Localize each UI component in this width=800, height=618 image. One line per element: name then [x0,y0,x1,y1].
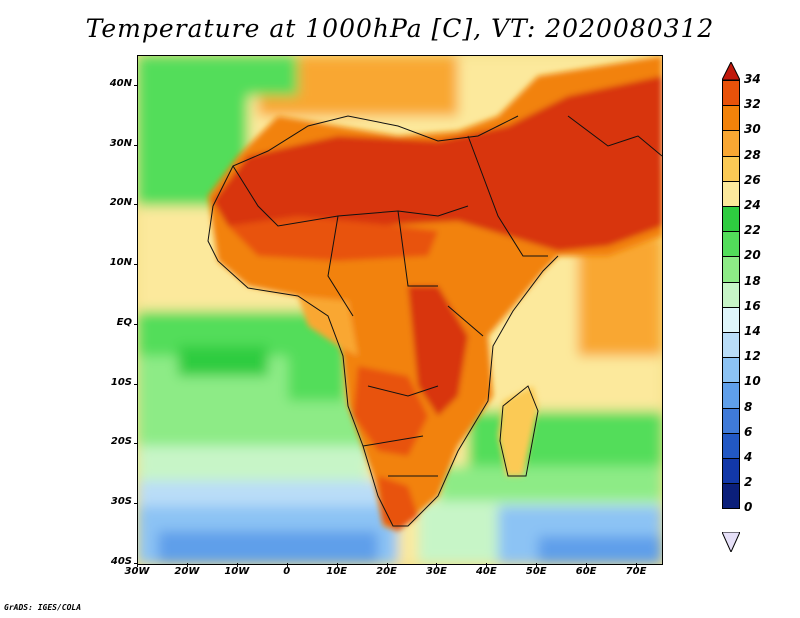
lat-tick [134,144,138,146]
colorbar-label: 26 [744,172,761,187]
lon-label: 0 [283,566,291,577]
colorbar-swatch [722,483,740,510]
lon-tick [486,563,488,567]
lat-tick [134,204,138,206]
colorbar-swatch [722,155,740,182]
lon-label: 10W [224,566,250,577]
lon-tick [286,563,288,567]
colorbar-label: 2 [744,475,753,490]
lat-label: 10S [110,376,132,388]
lat-label: 10N [109,257,132,269]
colorbar-swatch [722,382,740,409]
colorbar-label: 10 [744,374,761,389]
lon-tick [636,563,638,567]
map-title: Temperature at 1000hPa [C], VT: 20200803… [85,14,715,43]
colorbar-label: 18 [744,273,761,288]
lon-tick [386,563,388,567]
lat-label: 40N [109,77,132,89]
lat-tick [134,563,138,564]
colorbar-label: 4 [744,450,753,464]
colorbar-label: 32 [744,97,761,112]
lon-label: 20W [174,566,200,577]
lat-label: 40S [110,556,132,567]
colorbar-label: 34 [744,72,761,86]
lat-tick [134,443,138,445]
lat-tick [134,84,138,86]
lon-tick [186,563,188,567]
colorbar-swatch [722,130,740,157]
lon-label: 60E [575,566,597,577]
lat-tick [134,323,138,325]
lat-tick [134,383,138,385]
temperature-field [138,56,662,564]
temperature-map [137,55,663,565]
lon-tick [336,563,338,567]
lat-label: 30N [109,137,132,149]
lon-label: 70E [625,566,647,577]
colorbar-bottom-arrow [722,532,740,552]
colorbar-label: 0 [744,500,753,515]
colorbar-label: 22 [744,223,761,238]
colorbar-label: 16 [744,298,761,313]
lat-label: 20S [110,436,132,448]
colorbar-swatch [722,306,740,333]
lon-tick [436,563,438,567]
lon-label: 20E [376,566,397,577]
colorbar-swatch [722,231,740,258]
lat-label: EQ [116,316,132,328]
lat-tick [134,264,138,266]
lon-label: 40E [475,566,497,577]
lon-tick [586,563,588,567]
colorbar-label: 28 [744,147,761,162]
lat-label: 30S [110,496,132,508]
credit-footer: GrADS: IGES/COLA [4,603,82,612]
colorbar-label: 12 [744,349,761,364]
colorbar-swatch [722,281,740,308]
lon-tick [536,563,538,567]
coastlines [207,115,662,527]
lon-label: 30W [124,566,150,577]
lon-label: 50E [525,566,547,577]
colorbar-swatch [722,332,740,359]
lon-label: 30E [426,566,447,577]
colorbar-swatch [722,458,740,485]
colorbar-label: 8 [744,399,753,414]
colorbar-swatch [722,180,740,207]
lon-label: 10E [326,566,347,577]
lat-tick [134,503,138,505]
colorbar-swatch [722,407,740,434]
colorbar-label: 6 [744,424,753,439]
lat-label: 20N [109,197,132,209]
colorbar-top-arrow [722,62,740,80]
colorbar-swatch [722,206,740,233]
colorbar-swatch [722,105,740,132]
lon-tick [137,563,138,567]
colorbar-swatch [722,256,740,283]
land-field [208,56,662,531]
colorbar-swatch [722,80,740,107]
colorbar-swatch [722,357,740,384]
lon-tick [236,563,238,567]
colorbar-label: 24 [744,198,761,212]
colorbar-label: 30 [744,122,761,137]
colorbar-label: 20 [744,248,761,263]
colorbar-label: 14 [744,324,761,338]
colorbar-swatch [722,432,740,459]
